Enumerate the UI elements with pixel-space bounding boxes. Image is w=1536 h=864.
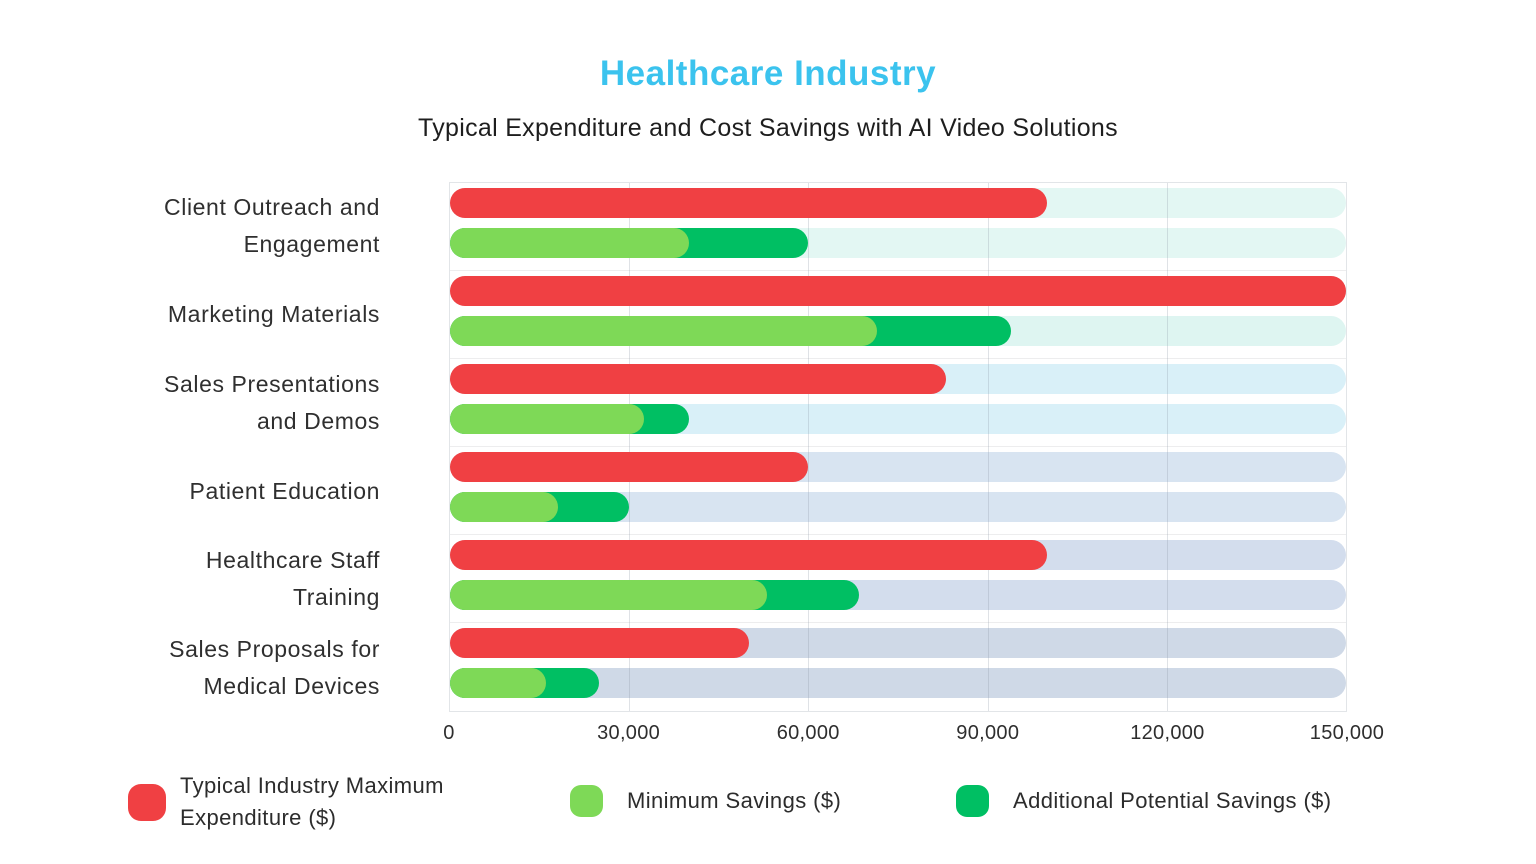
gridline bbox=[1166, 183, 1168, 711]
legend-label: Additional Potential Savings ($) bbox=[1013, 785, 1332, 817]
min-savings-bar bbox=[450, 316, 878, 346]
x-tick-label: 0 bbox=[443, 722, 455, 744]
legend-marker bbox=[128, 783, 166, 821]
category-group bbox=[450, 535, 1346, 623]
legend-label: Typical Industry Maximum Expenditure ($) bbox=[180, 770, 444, 834]
category-label: Client Outreach and Engagement bbox=[0, 182, 380, 270]
category-labels-column: Client Outreach and Engagement Marketing M… bbox=[0, 182, 380, 712]
category-label-line: Engagement bbox=[243, 231, 380, 258]
expenditure-bar bbox=[450, 276, 1346, 306]
category-label-line: Healthcare Staff bbox=[205, 547, 380, 574]
x-tick-label: 30,000 bbox=[597, 722, 661, 744]
expenditure-bar bbox=[450, 628, 749, 658]
legend-marker bbox=[956, 785, 989, 817]
category-label-line: Client Outreach and bbox=[164, 194, 380, 221]
min-savings-bar bbox=[450, 228, 689, 258]
x-tick-label: 60,000 bbox=[776, 722, 840, 744]
expenditure-bar-row bbox=[450, 452, 1346, 482]
min-savings-bar bbox=[450, 404, 645, 434]
gridline bbox=[629, 183, 631, 711]
legend-label: Minimum Savings ($) bbox=[627, 785, 841, 817]
category-label: Sales Presentations and Demos bbox=[0, 359, 380, 447]
page-subtitle: Typical Expenditure and Cost Savings wit… bbox=[418, 114, 1118, 142]
min-savings-bar bbox=[450, 492, 558, 522]
category-label: Patient Education bbox=[0, 447, 380, 535]
legend-item: Additional Potential Savings ($) bbox=[956, 785, 1332, 817]
expenditure-bar-row bbox=[450, 188, 1346, 218]
expenditure-bar bbox=[450, 188, 1048, 218]
bar-track bbox=[450, 668, 1346, 698]
gridline bbox=[808, 183, 810, 711]
category-label-line: Sales Proposals for bbox=[169, 635, 380, 662]
plot-area bbox=[449, 182, 1347, 712]
expenditure-bar-row bbox=[450, 276, 1346, 306]
page-title: Healthcare Industry bbox=[599, 54, 937, 93]
expenditure-bar bbox=[450, 540, 1048, 570]
savings-bar-row bbox=[450, 580, 1346, 610]
expenditure-bar-row bbox=[450, 540, 1346, 570]
x-tick-label: 120,000 bbox=[1130, 722, 1205, 744]
expenditure-bar-row bbox=[450, 628, 1346, 658]
expenditure-bar-row bbox=[450, 364, 1346, 394]
savings-bar-row bbox=[450, 668, 1346, 698]
x-axis: 0 30,000 60,000 90,000 120,000 150,000 bbox=[443, 722, 1384, 752]
expenditure-bar bbox=[450, 364, 946, 394]
category-group bbox=[450, 623, 1346, 711]
category-label-line: Training bbox=[292, 584, 380, 611]
legend-label-line: Minimum Savings ($) bbox=[627, 788, 842, 813]
category-label-line: and Demos bbox=[256, 407, 380, 434]
category-group bbox=[450, 271, 1346, 359]
savings-bar-row bbox=[450, 228, 1346, 258]
category-label-line: Sales Presentations bbox=[164, 370, 380, 397]
legend-label-line: Expenditure ($) bbox=[180, 805, 337, 830]
savings-bar-row bbox=[450, 492, 1346, 522]
legend-item: Minimum Savings ($) bbox=[570, 785, 841, 817]
min-savings-bar bbox=[450, 580, 767, 610]
savings-bar-row bbox=[450, 316, 1346, 346]
category-label-line: Patient Education bbox=[189, 477, 380, 504]
category-group bbox=[450, 447, 1346, 535]
category-group bbox=[450, 359, 1346, 447]
x-tick-label: 90,000 bbox=[956, 722, 1020, 744]
category-label: Healthcare Staff Training bbox=[0, 535, 380, 623]
legend-item: Typical Industry Maximum Expenditure ($) bbox=[128, 770, 444, 834]
legend-marker bbox=[570, 785, 603, 817]
category-group bbox=[450, 183, 1346, 271]
category-label-line: Marketing Materials bbox=[167, 300, 380, 327]
min-savings-bar bbox=[450, 668, 546, 698]
legend-label-line: Additional Potential Savings ($) bbox=[1013, 788, 1332, 813]
savings-bar-row bbox=[450, 404, 1346, 434]
gridline bbox=[987, 183, 989, 711]
category-label-line: Medical Devices bbox=[203, 672, 380, 699]
x-tick-label: 150,000 bbox=[1309, 722, 1385, 744]
expenditure-bar bbox=[450, 452, 809, 482]
category-label: Sales Proposals for Medical Devices bbox=[0, 624, 380, 712]
legend-label-line: Typical Industry Maximum bbox=[180, 773, 444, 798]
category-label: Marketing Materials bbox=[0, 270, 380, 358]
